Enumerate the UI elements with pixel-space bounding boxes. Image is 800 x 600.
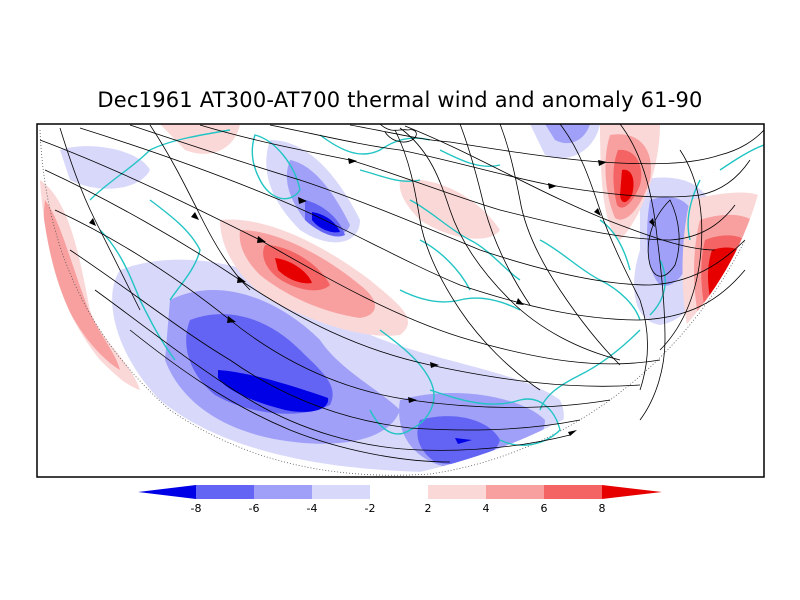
- streamline: [647, 199, 680, 277]
- colorbar-box-neg4: [254, 485, 312, 499]
- anomaly-blob-pos8: [620, 169, 634, 203]
- colorbar-tick-label: -2: [365, 502, 376, 515]
- streamline-arrow: [348, 158, 357, 164]
- streamline: [129, 124, 746, 286]
- streamline-arrow: [191, 212, 199, 220]
- streamline-arrow: [568, 430, 577, 436]
- thermal-wind-streamlines: [39, 124, 764, 463]
- anomaly-blob-neg4: [545, 124, 590, 144]
- colorbar-tick-label: 2: [425, 502, 432, 515]
- streamline-arrow: [594, 208, 601, 216]
- map-frame: [36, 123, 765, 478]
- colorbar-segments: [138, 485, 662, 499]
- streamline-arrow: [298, 197, 307, 204]
- colorbar-tick-label: -6: [249, 502, 260, 515]
- anomaly-blob-neg4: [286, 160, 350, 236]
- streamline: [269, 124, 751, 198]
- streamline: [59, 127, 141, 311]
- streamline: [459, 124, 531, 306]
- streamline: [499, 124, 621, 366]
- colorbar-box-zero: [370, 485, 428, 499]
- streamline-arrow: [227, 316, 236, 323]
- streamline: [44, 169, 641, 387]
- streamline-arrow: [430, 362, 439, 368]
- colorbar-arrow-pos: [602, 485, 662, 499]
- colorbar-tick-label: -8: [191, 502, 202, 515]
- anomaly-blob-neg8: [218, 370, 329, 412]
- coastline-asia: [539, 219, 666, 411]
- streamline: [39, 139, 661, 365]
- streamline-arrow: [257, 236, 266, 243]
- streamline: [149, 124, 251, 291]
- streamline: [659, 149, 703, 351]
- colorbar-box-pos4: [486, 485, 544, 499]
- streamline: [129, 329, 451, 463]
- streamline: [559, 124, 648, 391]
- colorbar-tick-labels: -8 -6 -4 -2 2 4 6 8: [191, 502, 606, 515]
- colorbar-arrow-neg: [138, 485, 196, 499]
- anomaly-blob-pos8: [275, 258, 312, 284]
- coastline-pacific-east: [687, 144, 764, 241]
- streamline-arrow: [649, 218, 655, 227]
- colorbar-tick-label: 4: [483, 502, 490, 515]
- streamline: [619, 124, 666, 421]
- streamline-arrows: [89, 158, 655, 436]
- anomaly-blob-neg8: [455, 438, 472, 444]
- coastline-arctic: [319, 134, 501, 182]
- anomaly-blob-pos4: [43, 200, 121, 370]
- colorbar-tick-label: -4: [307, 502, 318, 515]
- anomaly-shading: [39, 124, 764, 472]
- streamline: [349, 124, 764, 165]
- streamline-arrow: [89, 218, 96, 226]
- colorbar-box-pos2: [428, 485, 486, 499]
- streamline: [404, 125, 716, 251]
- streamline: [94, 289, 571, 451]
- anomaly-blob-neg8: [312, 212, 340, 233]
- coastline-greenland: [251, 134, 301, 200]
- streamline: [69, 249, 581, 431]
- streamline-arrow: [598, 160, 607, 166]
- streamline-arrow: [237, 276, 246, 283]
- streamline-arrow: [548, 183, 557, 189]
- streamline: [79, 127, 746, 321]
- coastline-north-america: [89, 129, 231, 361]
- anomaly-blob-pos2: [39, 180, 140, 390]
- colorbar-box-pos6: [544, 485, 602, 499]
- colorbar-tick-label: 8: [599, 502, 606, 515]
- colorbar-box-neg6: [196, 485, 254, 499]
- streamline: [54, 209, 611, 408]
- streamline-arrow: [516, 298, 524, 305]
- streamline: [394, 129, 541, 391]
- map-title: Dec1961 AT300-AT700 thermal wind and ano…: [97, 88, 703, 112]
- colorbar-box-neg2: [312, 485, 370, 499]
- streamline: [379, 124, 417, 143]
- streamline: [399, 127, 621, 361]
- streamline-arrow: [408, 397, 417, 403]
- streamline: [199, 124, 736, 241]
- colorbar-tick-label: 6: [541, 502, 548, 515]
